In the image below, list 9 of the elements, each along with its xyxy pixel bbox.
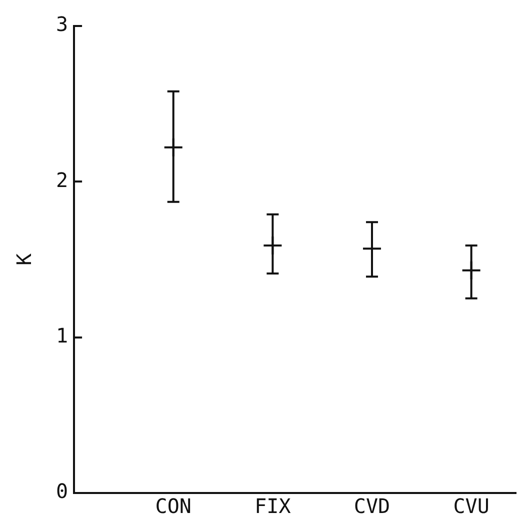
x-tick-label: CVU: [453, 494, 490, 518]
y-tick-label: 3: [56, 12, 68, 36]
y-axis-title: K: [12, 253, 36, 266]
y-tick-label: 1: [56, 324, 68, 348]
x-tick-label: FIX: [254, 494, 291, 518]
y-tick-label: 0: [56, 479, 68, 504]
x-tick-label: CON: [155, 494, 192, 518]
x-tick-label: CVD: [354, 494, 390, 518]
y-tick-label: 2: [56, 168, 68, 192]
